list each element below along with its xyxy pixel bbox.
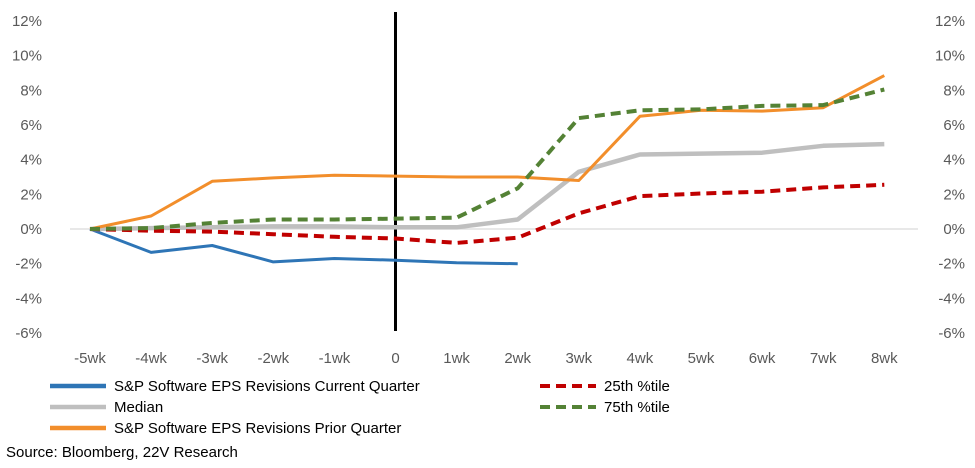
y-tick-label-left: -6% [15,325,42,342]
x-tick-label: 3wk [565,350,592,367]
x-tick-label: 1wk [443,350,470,367]
x-tick-label: -2wk [257,350,289,367]
x-tick-label: 2wk [504,350,531,367]
axes-layer: -6% -6% -4% -4% -2% -2% 0% 0% 2% 2% 4% 4% 6% 6% 8% 8% 10… [12,12,965,367]
x-tick-label: -1wk [319,350,351,367]
y-tick-label-left: 0% [20,221,42,238]
source-note: Source: Bloomberg, 22V Research [6,444,238,461]
x-tick-label: 0 [391,350,399,367]
y-tick-label-right: 12% [935,13,965,30]
x-tick-label: -3wk [196,350,228,367]
y-tick-label-right: 0% [943,221,965,238]
y-tick-label-left: 8% [20,82,42,99]
legend-label-3: 25th %tile [604,378,670,395]
y-tick-label-left: 2% [20,186,42,203]
y-tick-label-right: -2% [938,256,965,273]
x-tick-label: 8wk [871,350,898,367]
x-tick-label: 6wk [749,350,776,367]
series-layer [89,74,885,266]
y-tick-label-left: -2% [15,256,42,273]
y-tick-label-right: 4% [943,152,965,169]
x-tick-label: 4wk [627,350,654,367]
y-tick-label-right: 10% [935,48,965,65]
y-tick-label-right: 2% [943,186,965,203]
y-tick-label-left: 10% [12,48,42,65]
legend: S&P Software EPS Revisions Current Quart… [50,378,670,437]
series-line-1 [89,141,885,232]
y-tick-label-right: -4% [938,290,965,307]
legend-label-0: S&P Software EPS Revisions Current Quart… [114,378,420,395]
x-tick-label: -5wk [74,350,106,367]
y-tick-label-left: 12% [12,13,42,30]
y-tick-label-right: 6% [943,117,965,134]
series-line-3 [89,182,885,245]
y-tick-label-left: 6% [20,117,42,134]
y-tick-label-left: 4% [20,152,42,169]
y-tick-label-left: -4% [15,290,42,307]
y-tick-label-right: -6% [938,325,965,342]
legend-label-1: Median [114,399,163,416]
x-tick-label: 7wk [810,350,837,367]
legend-label-4: 75th %tile [604,399,670,416]
x-tick-label: 5wk [688,350,715,367]
legend-label-2: S&P Software EPS Revisions Prior Quarter [114,420,401,437]
series-line-2 [89,74,885,231]
series-line-0 [89,227,518,266]
y-tick-label-right: 8% [943,82,965,99]
series-line-4 [89,87,885,231]
x-tick-label: -4wk [135,350,167,367]
